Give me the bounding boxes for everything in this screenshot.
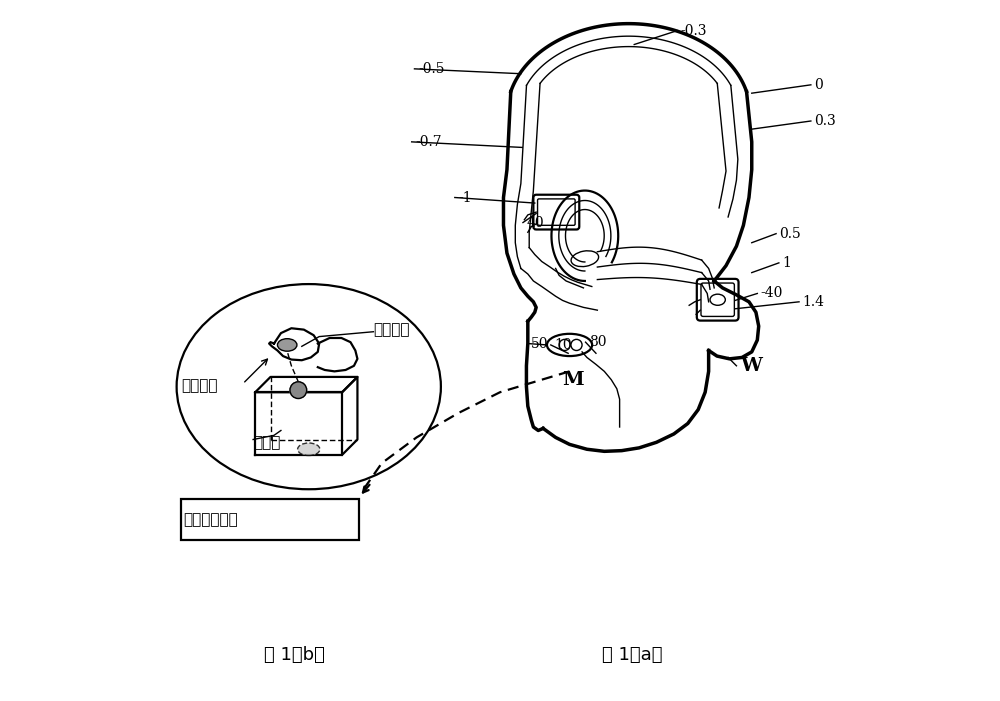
Text: 0.5: 0.5 [780, 226, 801, 240]
Text: 0: 0 [814, 78, 823, 92]
Text: -0.5: -0.5 [418, 62, 444, 76]
Text: 1: 1 [782, 256, 791, 270]
Ellipse shape [298, 443, 320, 456]
Text: -40: -40 [761, 287, 783, 301]
Text: 40: 40 [526, 215, 544, 229]
Text: 50: 50 [531, 336, 549, 350]
Text: -0.3: -0.3 [681, 24, 707, 38]
FancyBboxPatch shape [181, 499, 359, 540]
Text: 10: 10 [554, 338, 572, 352]
Text: 控制盒: 控制盒 [253, 435, 280, 450]
Text: -1: -1 [458, 191, 472, 205]
FancyBboxPatch shape [533, 195, 579, 229]
FancyBboxPatch shape [701, 283, 734, 316]
Text: 80: 80 [589, 335, 607, 349]
Text: W: W [740, 357, 762, 375]
FancyBboxPatch shape [538, 199, 575, 225]
Text: 无线接收设备: 无线接收设备 [183, 512, 238, 527]
Text: 图 1（b）: 图 1（b） [264, 646, 325, 664]
Text: 1.4: 1.4 [803, 295, 825, 309]
Text: 布料搭扣: 布料搭扣 [181, 378, 218, 393]
Text: 按扣接口: 按扣接口 [373, 322, 410, 337]
Text: -0.7: -0.7 [415, 135, 442, 149]
Circle shape [290, 382, 307, 398]
FancyBboxPatch shape [697, 279, 739, 320]
Ellipse shape [277, 339, 297, 351]
Text: 0.3: 0.3 [814, 114, 836, 128]
Text: M: M [563, 371, 584, 389]
Text: 图 1（a）: 图 1（a） [602, 646, 662, 664]
